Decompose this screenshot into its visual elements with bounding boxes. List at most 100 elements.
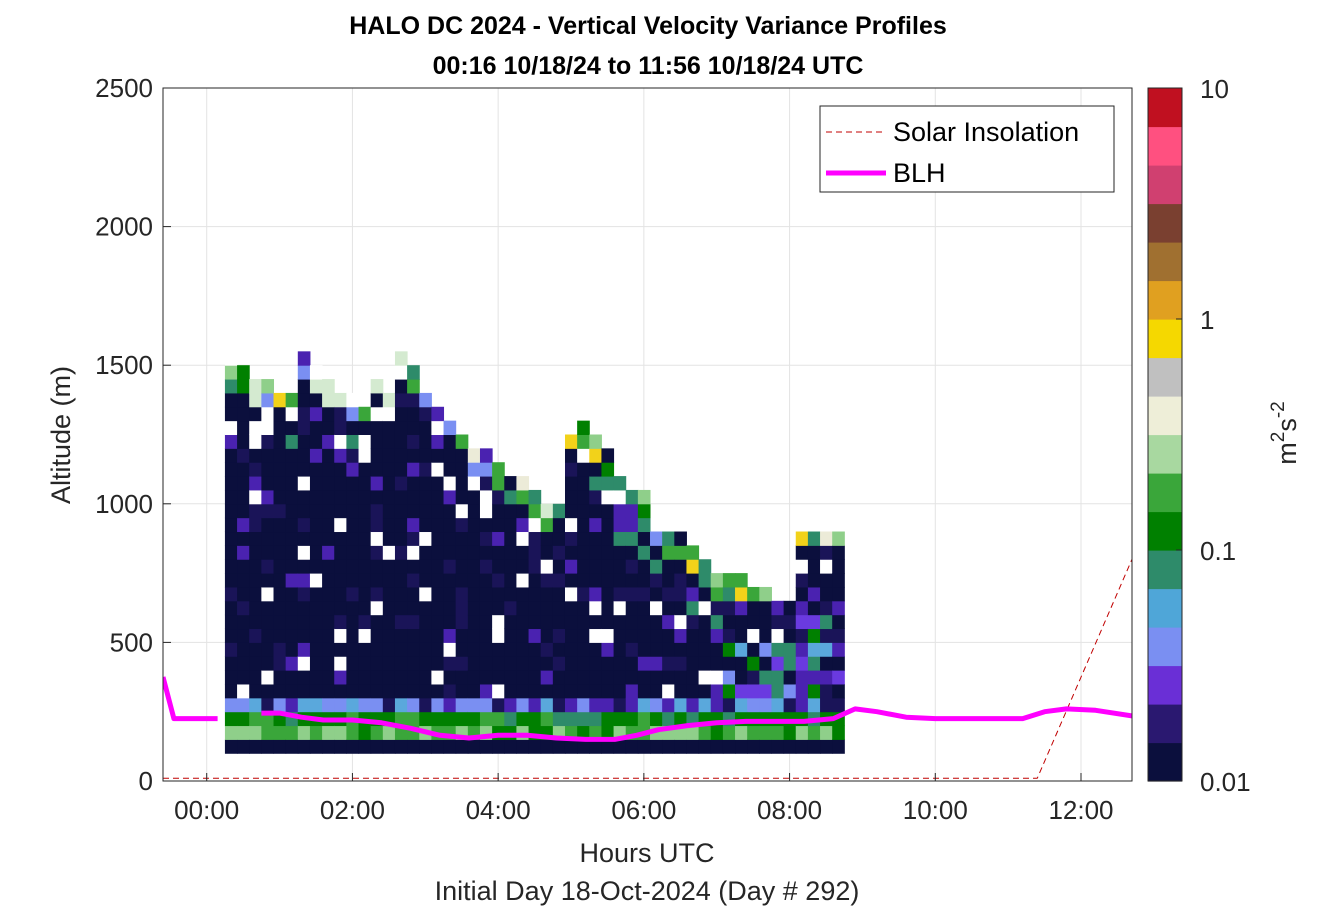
heatmap-cell (504, 573, 517, 588)
heatmap-cell (273, 545, 287, 560)
heatmap-cell (297, 600, 311, 616)
heatmap-cell (237, 573, 250, 588)
heatmap-cell (564, 586, 578, 602)
heatmap-cell (650, 559, 663, 574)
heatmap-cell (820, 614, 833, 630)
heatmap-cell (237, 628, 250, 643)
heatmap-cell (322, 725, 335, 740)
heatmap-cell (552, 711, 566, 727)
heatmap-cell (722, 642, 736, 657)
heatmap-cell (686, 642, 700, 657)
heatmap-cell (637, 656, 651, 671)
heatmap-cell (601, 489, 615, 505)
heatmap-cell (613, 489, 627, 505)
heatmap-cell (249, 628, 262, 643)
heatmap-cell (492, 642, 505, 657)
heatmap-cell (237, 545, 250, 560)
heatmap-cell (504, 489, 517, 505)
heatmap-cell (601, 573, 615, 588)
heatmap-cell (394, 739, 408, 754)
heatmap-cell (832, 656, 845, 671)
heatmap-cell (261, 434, 275, 449)
heatmap-cell (224, 406, 238, 422)
heatmap-cell (346, 462, 360, 477)
heatmap-cell (394, 406, 408, 422)
heatmap-cell (564, 531, 578, 546)
colorbar-segment (1148, 434, 1182, 474)
heatmap-cell (297, 614, 311, 630)
colorbar-tick-label: 0.1 (1200, 536, 1236, 566)
heatmap-cell (613, 586, 627, 602)
heatmap-cell (613, 711, 627, 727)
heatmap-cell (297, 517, 311, 533)
heatmap-cell (601, 628, 615, 643)
colorbar-segment (1148, 165, 1182, 205)
heatmap-cell (832, 642, 845, 657)
heatmap-cell (382, 683, 396, 699)
heatmap-cell (637, 545, 651, 560)
heatmap-cell (419, 503, 432, 519)
heatmap-cell (589, 489, 602, 505)
heatmap-cell (273, 683, 287, 699)
heatmap-cell (589, 656, 602, 671)
heatmap-cell (285, 406, 299, 422)
heatmap-cell (552, 503, 566, 519)
heatmap-cell (504, 600, 517, 616)
heatmap-cell (552, 600, 566, 616)
heatmap-cell (346, 628, 360, 643)
heatmap-cell (577, 420, 590, 435)
heatmap-cell (577, 489, 590, 505)
heatmap-cell (431, 503, 445, 519)
heatmap-cell (504, 476, 517, 491)
heatmap-cell (346, 392, 360, 408)
heatmap-cell (504, 503, 517, 519)
heatmap-cell (273, 406, 287, 422)
heatmap-cell (370, 392, 384, 408)
heatmap-cell (783, 683, 797, 699)
heatmap-cell (686, 628, 700, 643)
heatmap-cell (601, 739, 615, 754)
heatmap-cell (249, 711, 262, 727)
heatmap-cell (650, 628, 663, 643)
heatmap-cell (771, 670, 785, 685)
heatmap-cell (783, 711, 797, 727)
heatmap-cell (273, 586, 287, 602)
heatmap-cell (528, 545, 542, 560)
heatmap-cell (431, 531, 445, 546)
heatmap-cell (650, 642, 663, 657)
heatmap-cell (431, 517, 445, 533)
heatmap-cell (479, 628, 493, 643)
heatmap-cell (577, 434, 590, 449)
heatmap-cell (224, 462, 238, 477)
heatmap-cell (407, 365, 420, 380)
heatmap-cell (261, 725, 275, 740)
heatmap-cell (783, 739, 797, 754)
heatmap-cell (443, 683, 457, 699)
heatmap-cell (795, 545, 809, 560)
heatmap-cell (431, 739, 445, 754)
heatmap-cell (479, 586, 493, 602)
heatmap-cell (249, 600, 262, 616)
heatmap-cell (322, 379, 335, 394)
heatmap-cell (407, 573, 420, 588)
heatmap-cell (820, 628, 833, 643)
heatmap-cell (637, 683, 651, 699)
heatmap-cell (346, 489, 360, 505)
heatmap-cell (710, 642, 724, 657)
heatmap-cell (795, 559, 809, 574)
heatmap-cell (613, 739, 627, 754)
heatmap-cell (309, 628, 323, 643)
heatmap-cell (747, 725, 760, 740)
heatmap-cell (795, 531, 809, 546)
heatmap-cell (686, 586, 700, 602)
heatmap-cell (370, 517, 384, 533)
heatmap-cell (832, 600, 845, 616)
heatmap-cell (431, 711, 445, 727)
heatmap-cell (407, 545, 420, 560)
heatmap-cell (467, 476, 481, 491)
plot-frame (162, 87, 1133, 782)
heatmap-cell (625, 531, 639, 546)
heatmap-cell (297, 489, 311, 505)
heatmap-cell (528, 586, 542, 602)
heatmap-cell (686, 559, 700, 574)
